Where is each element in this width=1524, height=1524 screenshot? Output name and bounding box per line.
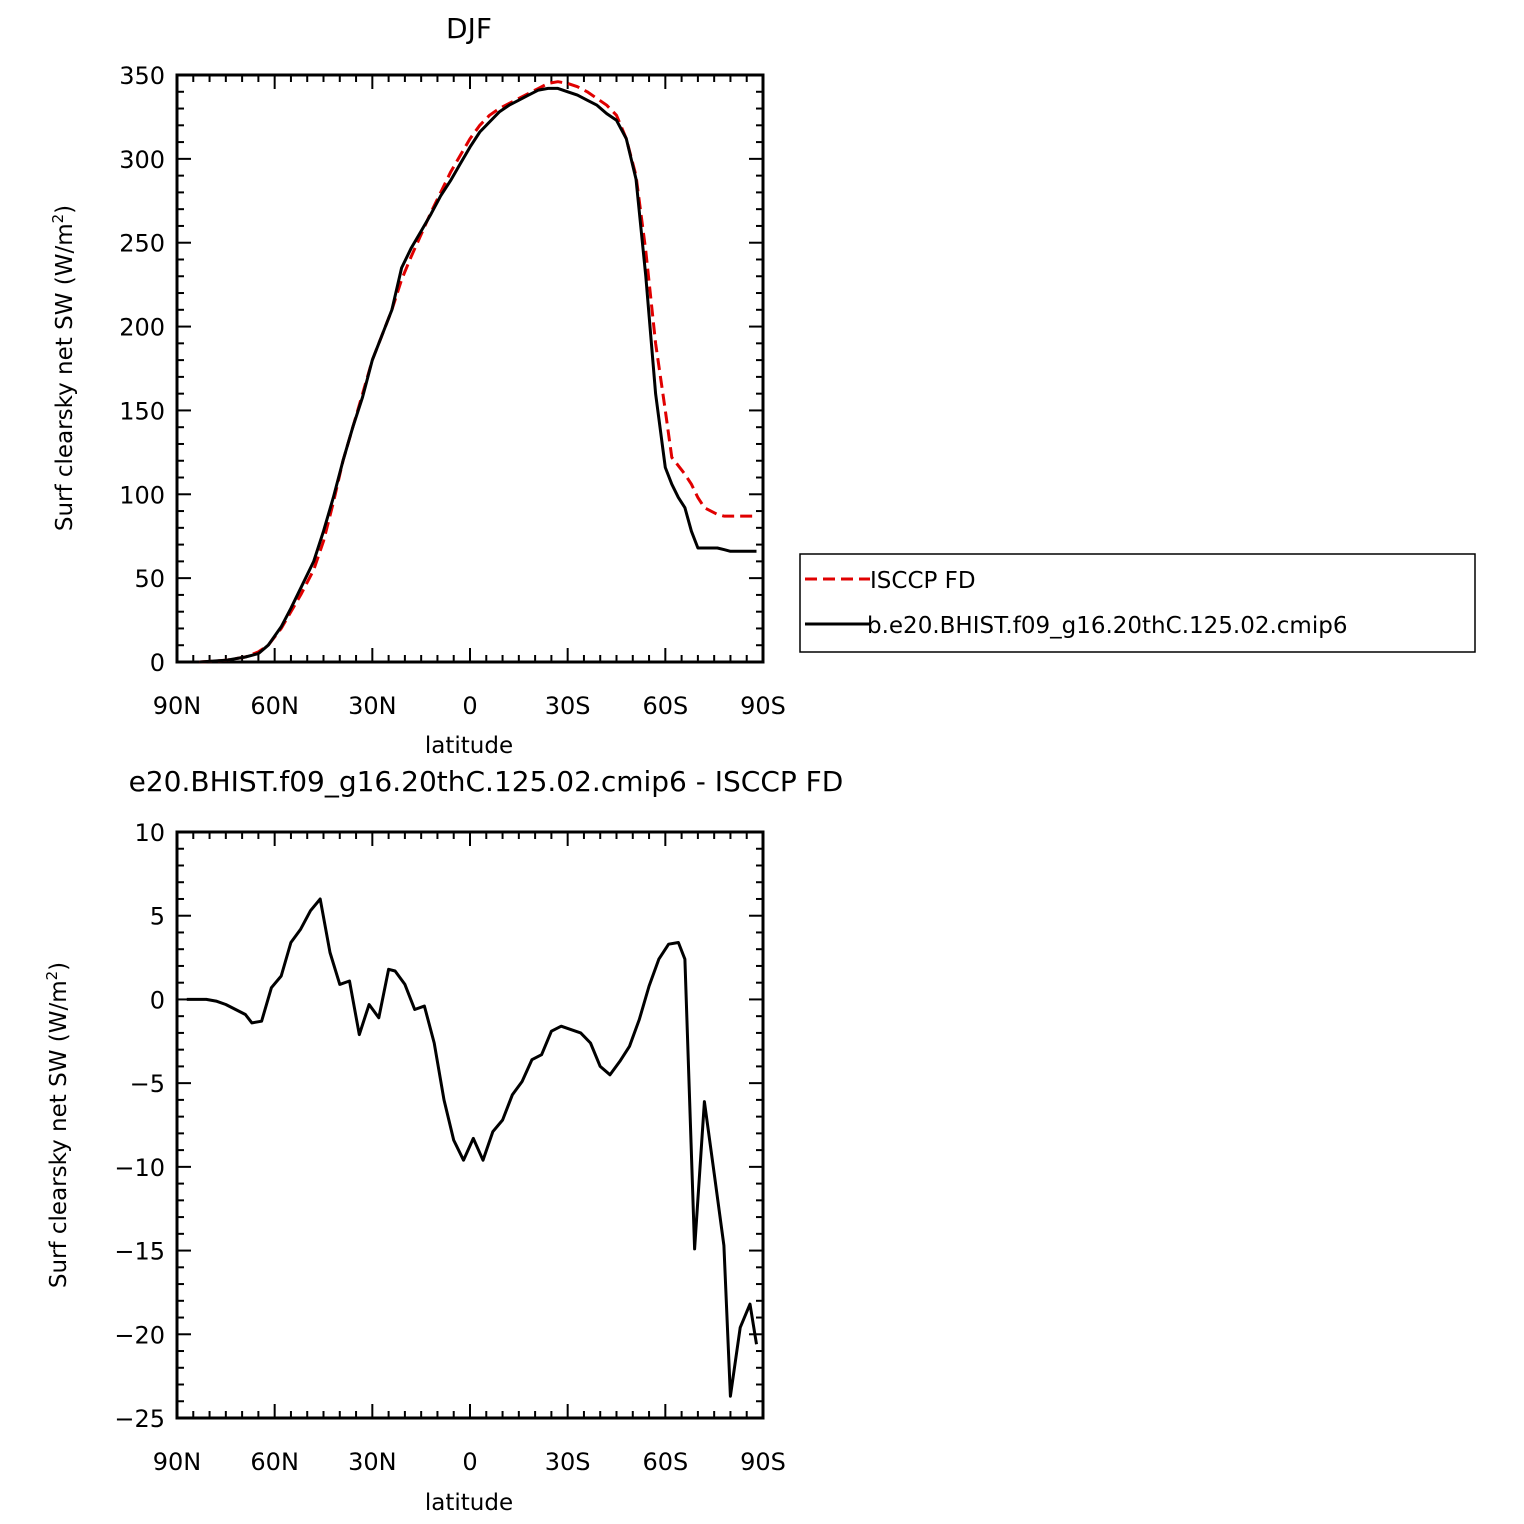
top-x-tick-label: 30S (545, 692, 591, 720)
top-x-tick-label: 60S (642, 692, 688, 720)
top-y-tick-label: 350 (119, 62, 165, 90)
legend: ISCCP FD b.e20.BHIST.f09_g16.20thC.125.0… (799, 553, 1476, 653)
bottom-x-tick-label: 30N (348, 1448, 397, 1476)
top-x-tick-label: 60N (250, 692, 299, 720)
top-y-tick-label: 50 (134, 565, 165, 593)
bottom-y-tick-label: 10 (134, 819, 165, 847)
bottom-y-axis-label-main: Surf clearsky net SW (W/m (46, 980, 72, 1288)
bottom-x-tick-label: 0 (462, 1448, 477, 1476)
top-y-tick-label: 0 (150, 649, 165, 677)
bottom-x-tick-label: 90N (153, 1448, 202, 1476)
bottom-series-group (186, 897, 758, 1398)
bottom-y-tick-label: 5 (150, 903, 165, 931)
bottom-x-tick-label: 30S (545, 1448, 591, 1476)
top-y-axis-label-sup: 2 (49, 214, 67, 224)
top-y-tick-label: 100 (119, 481, 165, 509)
bottom-y-tick-label: −20 (114, 1321, 165, 1349)
top-series-line-1 (199, 86, 757, 664)
top-series-group (199, 80, 757, 664)
bottom-y-axis-label-sup: 2 (43, 971, 61, 981)
bottom-x-tick-label: 60S (642, 1448, 688, 1476)
bottom-y-tick-label: −5 (130, 1070, 165, 1098)
top-y-axis-label-end: ) (52, 205, 78, 214)
bottom-axes: 90N 60N 30N 0 30S 60S 90S −25 −20 −15 −10 −5 0 5 10 (114, 819, 786, 1476)
top-axes: 90N 60N 30N 0 30S 60S 90S 0 50 100 150 200 250 300 350 (119, 62, 786, 720)
top-y-tick-label: 200 (119, 314, 165, 342)
top-y-axis-label-main: Surf clearsky net SW (W/m (52, 223, 78, 531)
bottom-x-tick-label: 90S (740, 1448, 786, 1476)
panel-top: DJF 90N 60N 30N 0 30S 60S 90S 0 50 100 150 200 250 30… (49, 12, 786, 759)
top-x-axis-label: latitude (425, 733, 513, 759)
top-y-tick-label: 150 (119, 397, 165, 425)
bottom-y-tick-label: −10 (114, 1154, 165, 1182)
legend-label-model: b.e20.BHIST.f09_g16.20thC.125.02.cmip6 (867, 613, 1347, 639)
bottom-y-tick-label: −15 (114, 1238, 165, 1266)
top-x-tick-label: 0 (462, 692, 477, 720)
bottom-y-tick-label: 0 (150, 986, 165, 1014)
top-x-tick-label: 90S (740, 692, 786, 720)
top-chart-title: DJF (446, 12, 492, 45)
top-x-tick-label: 30N (348, 692, 397, 720)
bottom-plot-frame (175, 830, 765, 1420)
bottom-y-tick-label: −25 (114, 1405, 165, 1433)
top-series-line-0 (199, 80, 757, 664)
top-y-axis-label: Surf clearsky net SW (W/m2) (49, 205, 78, 531)
bottom-y-axis-label-end: ) (46, 962, 72, 971)
top-y-tick-label: 300 (119, 146, 165, 174)
top-plot-frame (175, 73, 765, 664)
bottom-x-tick-label: 60N (250, 1448, 299, 1476)
bottom-chart-title: e20.BHIST.f09_g16.20thC.125.02.cmip6 - I… (129, 765, 844, 798)
top-x-tick-label: 90N (153, 692, 202, 720)
bottom-y-axis-label: Surf clearsky net SW (W/m2) (43, 962, 72, 1288)
panel-bottom: e20.BHIST.f09_g16.20thC.125.02.cmip6 - I… (43, 765, 843, 1516)
legend-label-isccp: ISCCP FD (870, 568, 976, 594)
bottom-series-line-0 (186, 897, 758, 1398)
legend-box (799, 553, 1476, 653)
bottom-x-axis-label: latitude (425, 1490, 513, 1516)
top-y-tick-label: 250 (119, 230, 165, 258)
